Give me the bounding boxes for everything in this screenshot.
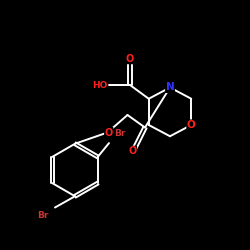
Text: Br: Br <box>38 211 49 220</box>
Text: N: N <box>166 82 174 92</box>
Text: HO: HO <box>92 80 108 90</box>
Text: O: O <box>187 120 196 130</box>
Text: Br: Br <box>114 129 125 138</box>
Text: O: O <box>128 146 137 156</box>
Text: O: O <box>126 54 134 64</box>
Text: O: O <box>104 128 113 138</box>
